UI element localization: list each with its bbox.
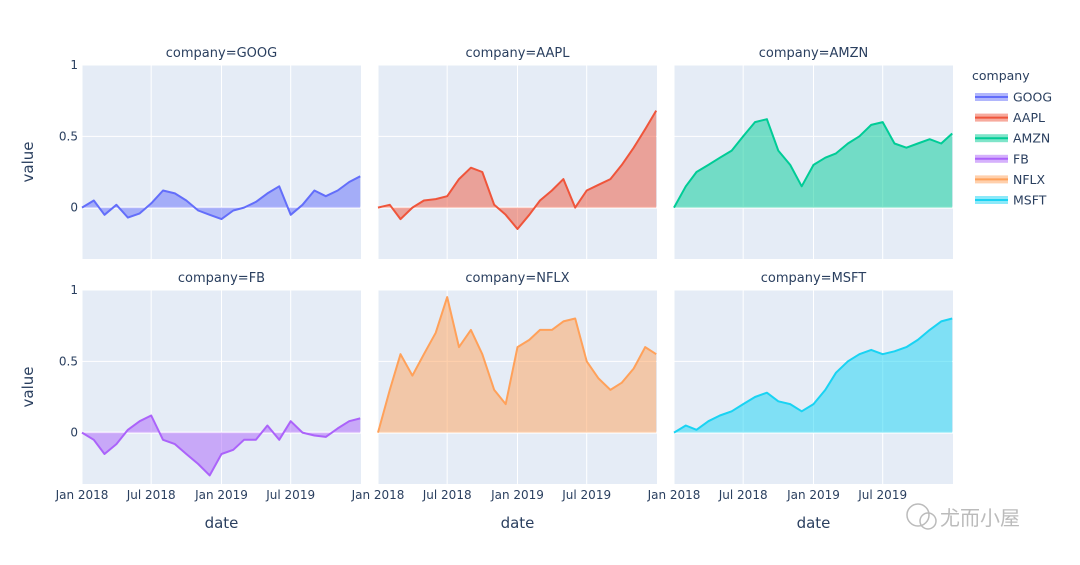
legend-item-msft: MSFT	[1013, 193, 1047, 208]
x-axis-title: date	[205, 514, 239, 532]
legend-item-goog: GOOG	[1013, 90, 1052, 105]
series-line-msft	[673, 317, 953, 434]
legend-item-amzn: AMZN	[1013, 131, 1050, 146]
y-tick-label: 0	[70, 201, 78, 215]
facet-title: company=AMZN	[759, 46, 869, 61]
area-fill-aapl	[378, 110, 657, 229]
x-tick-label: Jan 2018	[55, 488, 109, 502]
series-line-fb	[81, 414, 361, 477]
x-tick-label: Jan 2019	[786, 488, 840, 502]
area-fill-amzn	[674, 119, 953, 208]
y-tick-label: 0.5	[59, 129, 78, 143]
area-fill-fb	[82, 415, 361, 476]
facet-title: company=MSFT	[761, 271, 867, 286]
x-tick-label: Jan 2019	[194, 488, 248, 502]
wechat-icon-bubble	[919, 512, 937, 530]
series-line-aapl	[377, 110, 658, 230]
facet-title: company=NFLX	[465, 271, 569, 286]
y-axis-title: value	[19, 367, 37, 408]
y-axis-title: value	[19, 142, 37, 183]
y-tick-label: 0.5	[59, 354, 78, 368]
y-tick-label: 0	[70, 426, 78, 440]
legend-item-fb: FB	[1013, 151, 1029, 166]
facet-title: company=GOOG	[166, 46, 277, 61]
x-tick-label: Jul 2018	[126, 488, 176, 502]
area-fill-nflx	[378, 297, 657, 433]
series-line-amzn	[673, 118, 953, 209]
x-tick-label: Jul 2018	[718, 488, 768, 502]
legend-title: company	[972, 68, 1030, 83]
y-tick-label: 1	[70, 283, 78, 297]
area-fill-goog	[82, 176, 361, 220]
watermark: 尤而小屋	[940, 506, 1020, 530]
legend-item-nflx: NFLX	[1013, 172, 1046, 187]
legend-item-aapl: AAPL	[1013, 110, 1045, 125]
x-tick-label: Jul 2018	[422, 488, 472, 502]
facet-title: company=FB	[178, 271, 265, 286]
series-line-nflx	[377, 296, 657, 433]
x-tick-label: Jan 2018	[351, 488, 405, 502]
facet-title: company=AAPL	[465, 46, 570, 61]
wechat-icon	[906, 503, 930, 527]
x-tick-label: Jul 2019	[561, 488, 611, 502]
x-axis-title: date	[501, 514, 535, 532]
x-tick-label: Jul 2019	[857, 488, 907, 502]
y-tick-label: 1	[70, 58, 78, 72]
x-axis-title: date	[797, 514, 831, 532]
series-line-goog	[81, 175, 361, 221]
x-tick-label: Jan 2019	[490, 488, 544, 502]
x-tick-label: Jan 2018	[647, 488, 701, 502]
x-tick-label: Jul 2019	[265, 488, 315, 502]
